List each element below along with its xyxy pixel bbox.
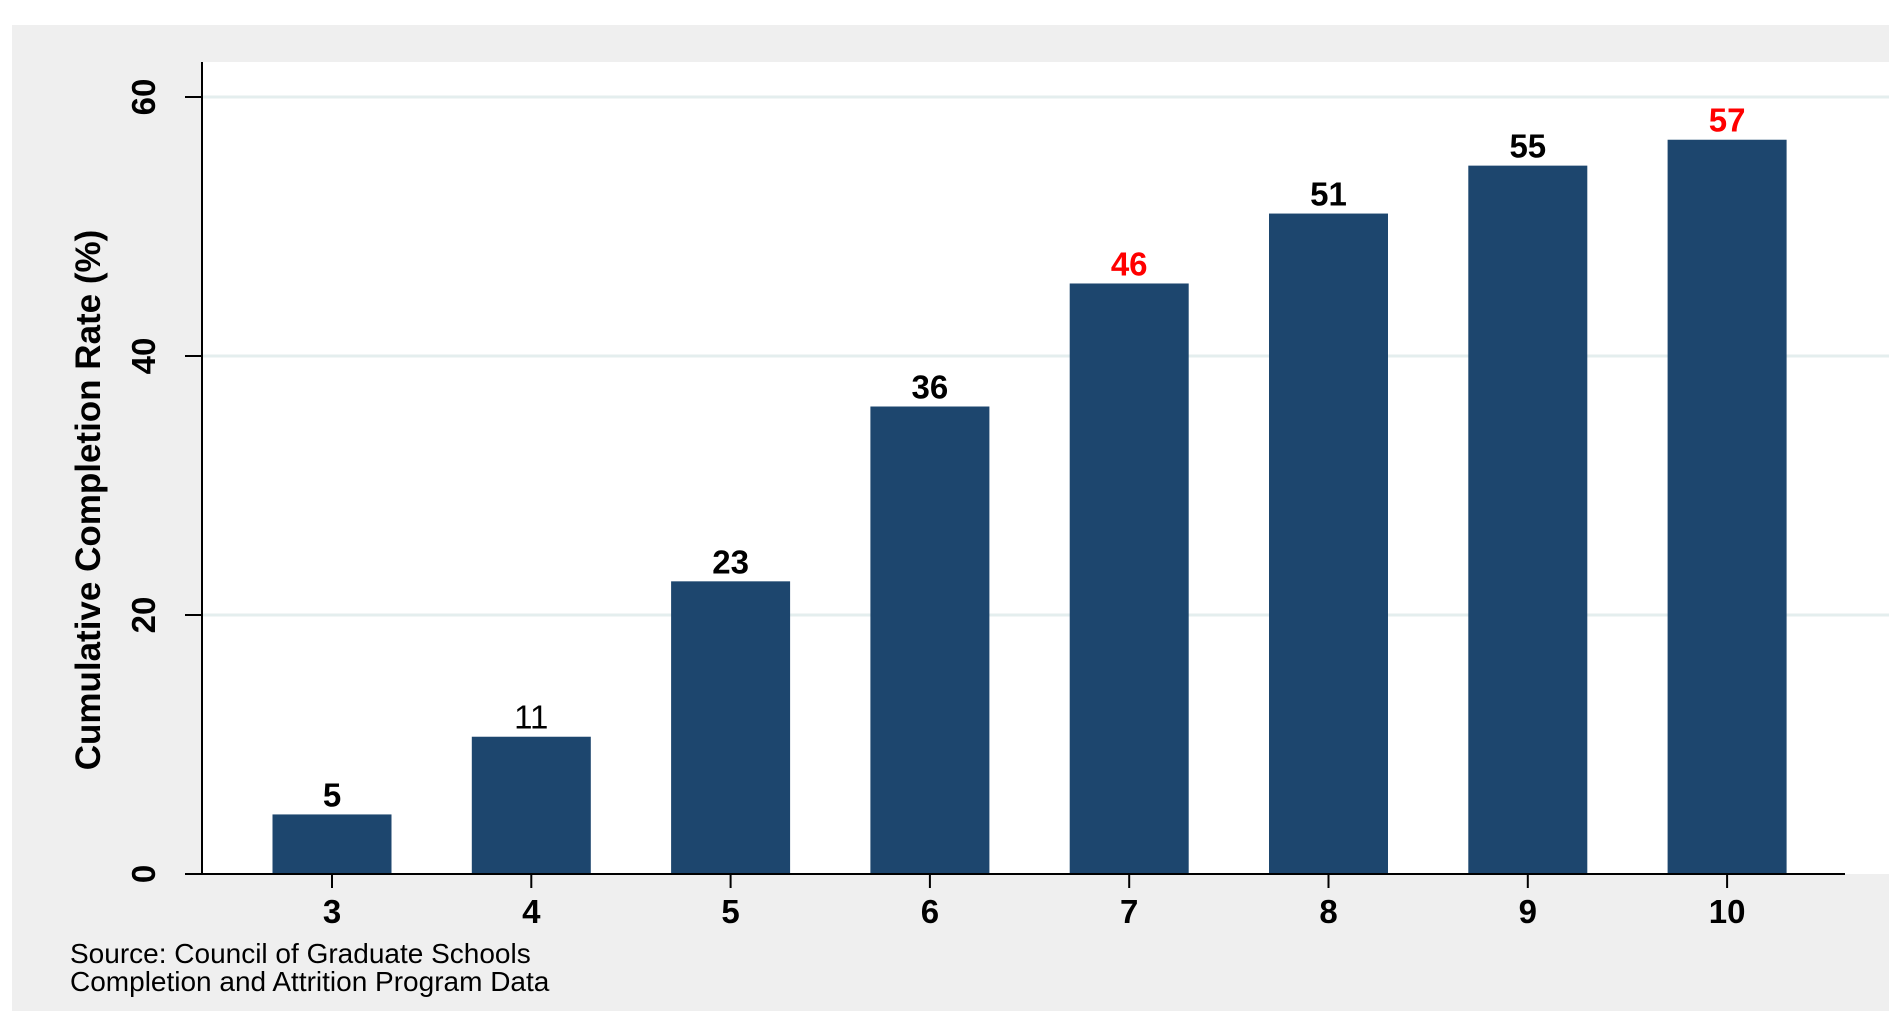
bar-value-label: 46 bbox=[1111, 245, 1148, 282]
x-tick-label: 6 bbox=[921, 893, 939, 930]
x-tick-label: 10 bbox=[1709, 893, 1746, 930]
bar-value-label: 11 bbox=[514, 699, 548, 736]
y-axis-title: Cumulative Completion Rate (%) bbox=[69, 230, 108, 771]
x-tick-label: 8 bbox=[1319, 893, 1337, 930]
axes: 0 20 40 60 bbox=[125, 62, 1845, 888]
y-tick-label: 20 bbox=[125, 597, 162, 634]
x-tick-label: 9 bbox=[1519, 893, 1537, 930]
bar-value-label: 51 bbox=[1310, 176, 1347, 213]
plot-area bbox=[202, 62, 1889, 874]
bar bbox=[1667, 139, 1787, 875]
bar bbox=[272, 814, 392, 874]
bar bbox=[870, 406, 990, 874]
bar bbox=[1468, 165, 1588, 874]
gridlines bbox=[202, 95, 1889, 617]
bar bbox=[1269, 213, 1388, 875]
bar-value-label: 55 bbox=[1509, 128, 1546, 165]
x-tick-label: 5 bbox=[721, 893, 739, 930]
x-tick-label: 4 bbox=[522, 893, 541, 930]
bars bbox=[272, 139, 1787, 875]
bar bbox=[671, 581, 791, 874]
y-tick-label: 40 bbox=[125, 338, 162, 375]
x-tick-label: 7 bbox=[1120, 893, 1138, 930]
y-tick-label: 0 bbox=[125, 865, 162, 883]
bar-value-label: 23 bbox=[712, 543, 749, 580]
y-tick-label: 60 bbox=[125, 79, 162, 116]
bar bbox=[471, 736, 591, 874]
source-line-1: Source: Council of Graduate Schools bbox=[70, 938, 531, 969]
x-tick-label: 3 bbox=[323, 893, 341, 930]
bar-value-label: 57 bbox=[1709, 102, 1746, 139]
bar bbox=[1069, 283, 1189, 875]
source-line-2: Completion and Attrition Program Data bbox=[70, 966, 550, 997]
bar-value-label: 5 bbox=[323, 776, 341, 813]
labels: 5 3 11 4 23 5 36 6 46 7 51 8 55 9 57 10 bbox=[323, 102, 1746, 930]
bar-value-label: 36 bbox=[912, 369, 949, 406]
